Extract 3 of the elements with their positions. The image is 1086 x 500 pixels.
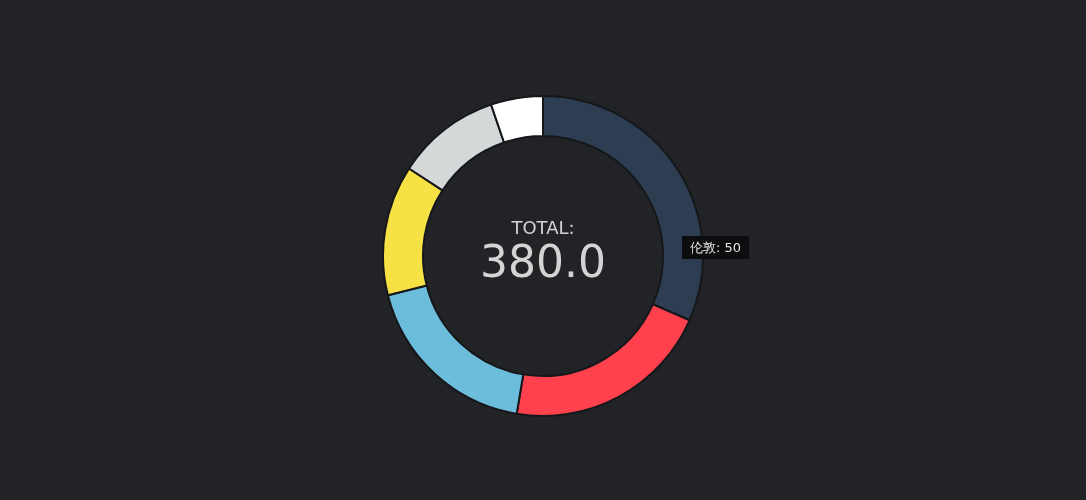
text: 伦敦: 50: [690, 240, 742, 255]
text: 380.0: [480, 235, 606, 287]
text: TOTAL:: [510, 216, 575, 238]
